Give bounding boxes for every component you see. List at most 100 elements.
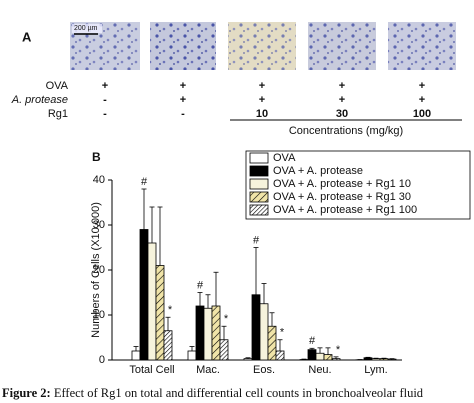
bar-chart: 0 10 20 30 40 Total Cell # * Mac. # * Eos. # * Neu. # * L… bbox=[93, 150, 471, 376]
bar-hatch bbox=[324, 354, 332, 360]
row-mark: + bbox=[180, 94, 186, 106]
row-mark: 30 bbox=[336, 108, 348, 120]
error-bar bbox=[309, 347, 315, 350]
error-bar bbox=[213, 271, 219, 306]
row-mark: - bbox=[103, 108, 107, 120]
row-mark: + bbox=[339, 94, 345, 106]
bar bbox=[251, 294, 261, 361]
row-mark: + bbox=[259, 80, 265, 92]
legend-label: OVA + A. protease + Rg1 30 bbox=[273, 191, 411, 203]
error-bar bbox=[165, 316, 171, 331]
significance-mark: # bbox=[197, 279, 204, 291]
bar-hatch bbox=[220, 339, 228, 360]
row-label: A. protease bbox=[11, 94, 68, 106]
bar bbox=[315, 352, 325, 361]
significance-mark: # bbox=[141, 176, 148, 188]
bar bbox=[203, 307, 213, 361]
bar bbox=[147, 242, 157, 361]
error-bar bbox=[245, 357, 251, 359]
row-label: OVA bbox=[46, 80, 69, 92]
x-tick-label: Lym. bbox=[364, 364, 387, 376]
error-bar bbox=[189, 346, 195, 351]
bar-hatch bbox=[164, 330, 172, 360]
significance-mark: # bbox=[253, 234, 260, 246]
legend-label: OVA + A. protease bbox=[273, 165, 363, 177]
error-bar bbox=[317, 347, 323, 354]
legend-box bbox=[245, 150, 471, 220]
bar bbox=[371, 358, 381, 361]
error-bar bbox=[277, 339, 283, 351]
error-bar bbox=[221, 325, 227, 340]
error-bar bbox=[157, 206, 163, 266]
legend-swatch bbox=[249, 178, 269, 190]
panel-label: B bbox=[92, 150, 101, 164]
error-bar bbox=[261, 283, 267, 304]
bar-hatch bbox=[156, 265, 164, 360]
significance-mark: * bbox=[168, 304, 173, 316]
bar bbox=[195, 305, 205, 361]
legend-swatch bbox=[249, 152, 269, 164]
bar bbox=[187, 350, 197, 361]
significance-mark: * bbox=[280, 327, 285, 339]
micrograph-cells bbox=[308, 22, 376, 70]
x-tick-label: Total Cell bbox=[129, 364, 174, 376]
concentration-label: Concentrations (mg/kg) bbox=[289, 125, 403, 137]
row-mark: 10 bbox=[256, 108, 268, 120]
legend-swatch bbox=[249, 165, 269, 177]
bar bbox=[139, 229, 149, 361]
bar-hatch bbox=[332, 358, 340, 360]
error-bar bbox=[149, 206, 155, 243]
x-tick-label: Mac. bbox=[196, 364, 220, 376]
bar-hatch bbox=[268, 326, 276, 360]
row-mark: + bbox=[180, 80, 186, 92]
significance-mark: * bbox=[224, 313, 229, 325]
error-bar bbox=[205, 294, 211, 309]
micrographs bbox=[70, 22, 456, 70]
x-tick-label: Neu. bbox=[308, 364, 331, 376]
row-mark: 100 bbox=[413, 108, 431, 120]
bar bbox=[307, 349, 317, 361]
legend-label: OVA bbox=[273, 152, 296, 164]
treatment-rows: OVA + + + + + A. protease - + + + + Rg1 - - 10 30 100 bbox=[11, 80, 431, 120]
legend-swatch-hatch bbox=[250, 205, 268, 215]
micrograph-cells bbox=[388, 22, 456, 70]
scale-bar-bg bbox=[72, 24, 102, 33]
y-tick-label: 0 bbox=[99, 354, 105, 366]
bar bbox=[243, 358, 253, 361]
error-bar bbox=[133, 346, 139, 351]
significance-mark: * bbox=[336, 344, 341, 356]
panel-label: A bbox=[22, 29, 32, 44]
bar bbox=[131, 350, 141, 361]
bar bbox=[363, 357, 373, 361]
row-mark: + bbox=[259, 94, 265, 106]
caption-text: Effect of Rg1 on total and differential … bbox=[54, 386, 424, 400]
y-tick-label: 30 bbox=[93, 219, 105, 231]
caption-label: Figure 2: bbox=[2, 386, 51, 400]
y-axis-label: Numbers of Cells (X10,000) bbox=[90, 202, 102, 338]
bar-hatch bbox=[388, 359, 396, 360]
error-bar bbox=[253, 247, 259, 295]
row-label: Rg1 bbox=[48, 108, 68, 120]
legend-label: OVA + A. protease + Rg1 100 bbox=[273, 204, 417, 216]
micrograph-cells bbox=[228, 22, 296, 70]
legend-swatch-hatch bbox=[250, 192, 268, 202]
error-bar bbox=[141, 188, 147, 230]
y-tick-label: 10 bbox=[93, 309, 105, 321]
error-bar bbox=[325, 347, 331, 355]
error-bar bbox=[197, 292, 203, 306]
significance-mark: # bbox=[309, 335, 316, 347]
legend-label: OVA + A. protease + Rg1 10 bbox=[273, 178, 411, 190]
micrograph-cells bbox=[150, 22, 216, 70]
error-bar bbox=[269, 312, 275, 327]
caption: Figure 2: Effect of Rg1 on total and dif… bbox=[2, 386, 424, 400]
scale-bar-label: 200 µm bbox=[74, 25, 98, 32]
row-mark: + bbox=[419, 80, 425, 92]
row-mark: - bbox=[103, 94, 107, 106]
error-bar bbox=[333, 356, 339, 359]
bar-hatch bbox=[380, 358, 388, 360]
row-mark: + bbox=[419, 94, 425, 106]
x-tick-label: Eos. bbox=[253, 364, 275, 376]
bar-hatch bbox=[276, 351, 284, 360]
